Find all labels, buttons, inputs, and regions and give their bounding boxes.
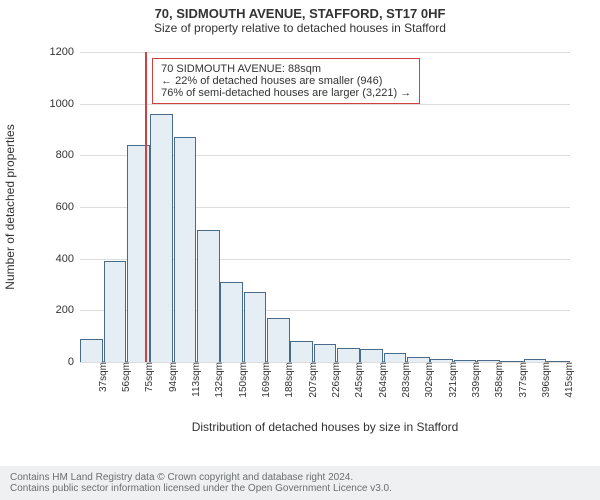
x-tick-label: 321sqm — [446, 362, 459, 398]
x-tick-label: 396sqm — [539, 362, 552, 398]
x-tick-label: 264sqm — [376, 362, 389, 398]
y-tick-label: 400 — [56, 253, 80, 265]
bar — [290, 341, 313, 362]
y-tick-label: 200 — [56, 304, 80, 316]
x-tick-label: 358sqm — [492, 362, 505, 398]
x-tick-label: 113sqm — [189, 362, 202, 397]
y-tick-label: 1000 — [50, 98, 80, 110]
y-tick-label: 0 — [68, 356, 80, 368]
bar — [150, 114, 173, 362]
x-tick-label: 226sqm — [329, 362, 342, 398]
callout-box: 70 SIDMOUTH AVENUE: 88sqm← 22% of detach… — [152, 58, 420, 104]
x-tick-label: 132sqm — [212, 362, 225, 398]
y-axis-label: Number of detached properties — [3, 124, 17, 289]
chart-subtitle: Size of property relative to detached ho… — [0, 21, 600, 39]
x-tick-label: 37sqm — [96, 362, 109, 392]
x-tick-label: 207sqm — [306, 362, 319, 398]
x-tick-label: 150sqm — [236, 362, 249, 398]
y-tick-label: 1200 — [50, 46, 80, 58]
x-tick-label: 94sqm — [166, 362, 179, 392]
attribution-footer: Contains HM Land Registry data © Crown c… — [0, 466, 600, 500]
reference-line — [145, 52, 147, 362]
bar — [384, 353, 407, 362]
bar — [220, 282, 243, 362]
x-tick-label: 169sqm — [259, 362, 272, 398]
gridline — [80, 52, 570, 53]
bar — [104, 261, 127, 362]
x-tick-label: 415sqm — [562, 362, 575, 398]
chart-container: { "title_line1": "70, SIDMOUTH AVENUE, S… — [0, 0, 600, 500]
x-tick-label: 283sqm — [399, 362, 412, 398]
x-tick-label: 188sqm — [282, 362, 295, 398]
x-tick-label: 302sqm — [422, 362, 435, 398]
x-tick-label: 377sqm — [516, 362, 529, 398]
attribution-line-2: Contains public sector information licen… — [10, 483, 590, 494]
x-tick-label: 56sqm — [119, 362, 132, 392]
x-tick-label: 339sqm — [469, 362, 482, 398]
x-tick-label: 245sqm — [352, 362, 365, 398]
callout-line-1: 70 SIDMOUTH AVENUE: 88sqm — [161, 63, 411, 75]
bar — [80, 339, 103, 362]
x-axis-label: Distribution of detached houses by size … — [80, 420, 570, 434]
attribution-line-1: Contains HM Land Registry data © Crown c… — [10, 472, 590, 483]
callout-line-3: 76% of semi-detached houses are larger (… — [161, 87, 411, 99]
bar — [267, 318, 290, 362]
bar — [314, 344, 337, 362]
bar — [174, 137, 197, 362]
callout-line-2: ← 22% of detached houses are smaller (94… — [161, 75, 411, 87]
bar — [360, 349, 383, 362]
y-tick-label: 600 — [56, 201, 80, 213]
plot-area: 02004006008001000120037sqm56sqm75sqm94sq… — [80, 52, 570, 362]
bar — [244, 292, 267, 362]
bar — [337, 348, 360, 362]
y-tick-label: 800 — [56, 149, 80, 161]
chart-title: 70, SIDMOUTH AVENUE, STAFFORD, ST17 0HF — [0, 0, 600, 21]
x-tick-label: 75sqm — [142, 362, 155, 392]
bar — [197, 230, 220, 362]
